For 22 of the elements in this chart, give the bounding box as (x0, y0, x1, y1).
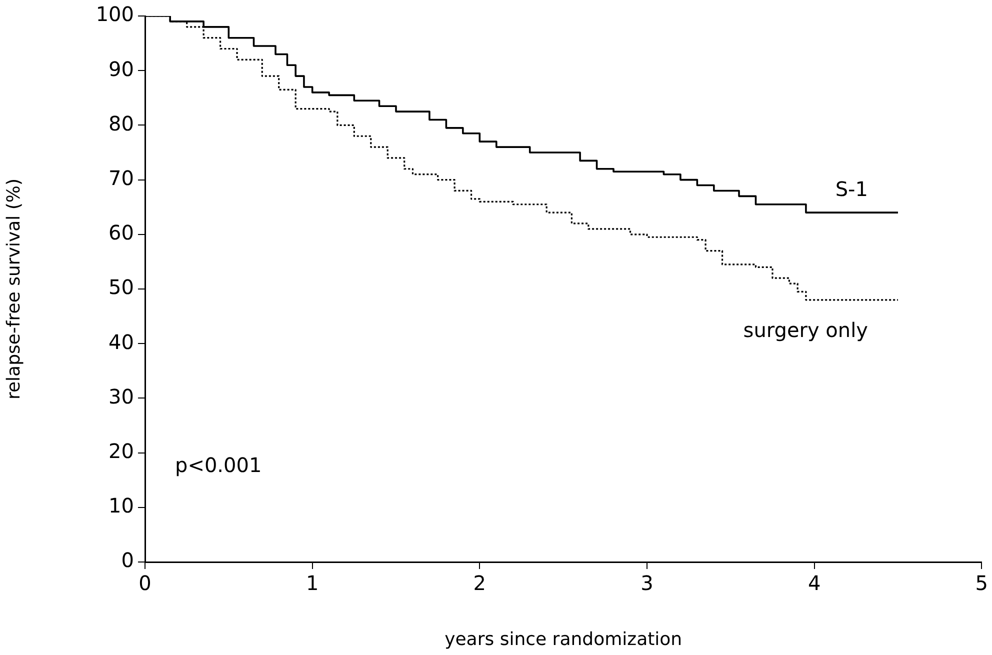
x-tick-label: 4 (808, 571, 821, 596)
annotation: p<0.001 (175, 453, 262, 478)
x-tick-label: 3 (640, 571, 654, 596)
y-axis-title: relapse-free survival (%) (3, 178, 24, 400)
x-tick-label: 5 (975, 571, 988, 596)
y-tick-label: 20 (108, 439, 134, 464)
x-axis-title: years since randomization (444, 628, 682, 650)
x-tick-label: 0 (138, 571, 152, 596)
series-label: surgery only (743, 318, 868, 342)
y-tick-label: 90 (108, 56, 134, 81)
y-tick-label: 10 (108, 494, 134, 518)
x-tick-label: 2 (473, 571, 486, 596)
y-tick-label: 40 (108, 330, 134, 354)
y-tick-label: 50 (108, 275, 134, 300)
series-label: S-1 (835, 176, 868, 201)
y-tick-label: 80 (108, 111, 134, 136)
x-tick-label: 1 (306, 571, 319, 596)
y-tick-label: 70 (108, 166, 134, 190)
y-tick-label: 30 (108, 384, 134, 408)
y-tick-label: 0 (121, 548, 134, 572)
y-tick-label: 60 (108, 220, 134, 245)
y-tick-label: 100 (96, 2, 134, 26)
